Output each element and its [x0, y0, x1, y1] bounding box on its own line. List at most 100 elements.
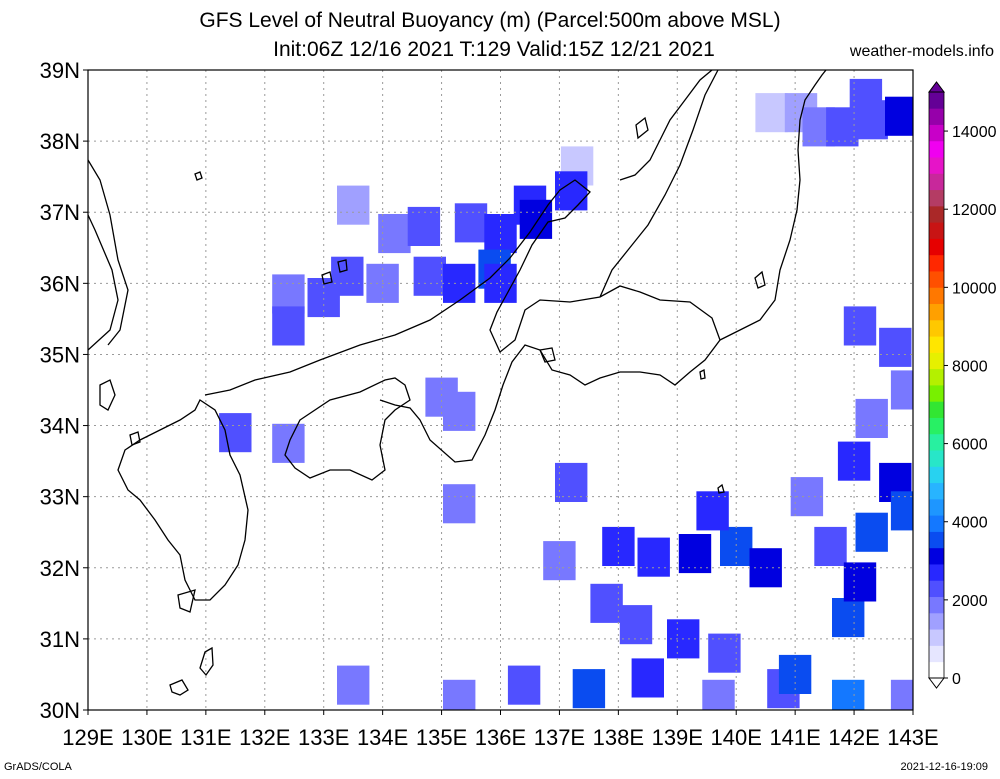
colorbar-segment: [929, 140, 944, 158]
buoyancy-cell: [855, 398, 888, 438]
colorbar-segment: [929, 498, 944, 516]
lat-tick-label: 37N: [40, 200, 80, 225]
colorbar-label: 8000: [952, 358, 988, 375]
colorbar-segment: [929, 450, 944, 467]
buoyancy-cell: [778, 654, 812, 694]
buoyancy-cell: [337, 665, 370, 705]
buoyancy-cell: [619, 605, 653, 645]
lat-tick-label: 30N: [40, 698, 80, 723]
buoyancy-cell: [702, 679, 735, 710]
lon-tick-label: 141E: [769, 725, 820, 750]
colorbar-segment: [929, 612, 944, 630]
buoyancy-cell: [696, 491, 729, 531]
colorbar-segment: [929, 222, 944, 239]
buoyancy-cell: [219, 413, 252, 453]
footer-timestamp: 2021-12-16-19:09: [900, 761, 988, 773]
colorbar-segment: [929, 287, 944, 305]
buoyancy-cell: [832, 598, 865, 638]
colorbar-top-arrow: [928, 81, 945, 93]
colorbar-segment: [929, 271, 944, 288]
axis-tick-labels: 129E 130E 131E 132E 133E 134E 135E 136E 137E 138E…: [40, 58, 939, 750]
buoyancy-cell: [843, 562, 877, 602]
colorbar-segment: [929, 319, 944, 337]
lat-tick-label: 39N: [40, 58, 80, 83]
lon-tick-label: 132E: [239, 725, 290, 750]
lon-tick-label: 133E: [298, 725, 349, 750]
colorbar-segment: [929, 189, 944, 207]
lon-tick-label: 136E: [475, 725, 526, 750]
lon-tick-label: 139E: [652, 725, 703, 750]
colorbar-segment: [929, 401, 944, 418]
buoyancy-cell: [443, 679, 476, 710]
buoyancy-cell: [755, 93, 788, 133]
colorbar-segment: [929, 385, 944, 402]
colorbar: 0 2000 4000 6000 8000 10000 12000 14000: [928, 81, 997, 689]
buoyancy-cell: [507, 665, 541, 705]
chart-title: GFS Level of Neutral Buoyancy (m) (Parce…: [199, 9, 781, 32]
grid-lines: [88, 70, 913, 710]
colorbar-label: 14000: [952, 124, 997, 141]
colorbar-segment: [929, 433, 944, 451]
buoyancy-cell: [443, 263, 476, 303]
buoyancy-cell: [814, 526, 847, 566]
buoyancy-cell: [885, 96, 913, 136]
buoyancy-cell: [879, 327, 912, 367]
colorbar-segment: [929, 173, 944, 191]
colorbar-label: 0: [952, 671, 961, 688]
colorbar-segment: [929, 515, 944, 532]
colorbar-segment: [929, 352, 944, 370]
buoyancy-cell: [832, 679, 865, 710]
buoyancy-cell: [890, 491, 913, 531]
coastline: [88, 70, 827, 696]
buoyancy-cell: [631, 658, 664, 698]
colorbar-segment: [929, 564, 944, 581]
lat-tick-label: 38N: [40, 129, 80, 154]
colorbar-segment: [929, 417, 944, 435]
buoyancy-cell: [443, 484, 476, 524]
buoyancy-cell: [708, 633, 741, 673]
buoyancy-cell: [678, 534, 712, 574]
colorbar-segment: [929, 368, 944, 386]
buoyancy-cell: [590, 583, 623, 623]
colorbar-segment: [929, 124, 944, 142]
buoyancy-cell: [849, 78, 883, 118]
colorbar-label: 10000: [952, 280, 997, 297]
colorbar-segment: [929, 303, 944, 321]
buoyancy-cell: [543, 541, 576, 581]
buoyancy-cell: [555, 171, 588, 211]
lon-tick-label: 131E: [180, 725, 231, 750]
buoyancy-cell: [337, 185, 370, 225]
lon-tick-label: 134E: [357, 725, 408, 750]
buoyancy-cell: [378, 214, 411, 254]
colorbar-segment: [929, 645, 944, 663]
colorbar-segment: [929, 108, 944, 125]
lon-tick-label: 142E: [828, 725, 879, 750]
colorbar-segment: [929, 254, 944, 272]
colorbar-label: 6000: [952, 437, 988, 454]
buoyancy-cell: [890, 370, 913, 410]
footer-credit: GrADS/COLA: [4, 761, 72, 773]
colorbar-label: 2000: [952, 593, 988, 610]
colorbar-segment: [929, 336, 944, 353]
colorbar-segment: [929, 629, 944, 646]
buoyancy-cell: [272, 306, 305, 346]
buoyancy-cell: [443, 391, 476, 431]
colorbar-segment: [929, 238, 944, 256]
colorbar-segment: [929, 482, 944, 500]
lat-tick-label: 35N: [40, 342, 80, 367]
lat-tick-label: 31N: [40, 627, 80, 652]
buoyancy-cell: [555, 462, 588, 502]
colorbar-frame: [928, 91, 945, 679]
colorbar-segment: [929, 547, 944, 565]
colorbar-segment: [929, 205, 944, 223]
buoyancy-cell: [413, 256, 446, 296]
colorbar-segment: [929, 157, 944, 174]
colorbar-segment: [929, 661, 944, 679]
colorbar-segment: [929, 580, 944, 598]
colorbar-label: 12000: [952, 202, 997, 219]
buoyancy-cell: [855, 512, 888, 552]
colorbar-segment: [929, 92, 944, 109]
chart-subtitle: Init:06Z 12/16 2021 T:129 Valid:15Z 12/2…: [273, 38, 715, 61]
lat-tick-label: 32N: [40, 556, 80, 581]
